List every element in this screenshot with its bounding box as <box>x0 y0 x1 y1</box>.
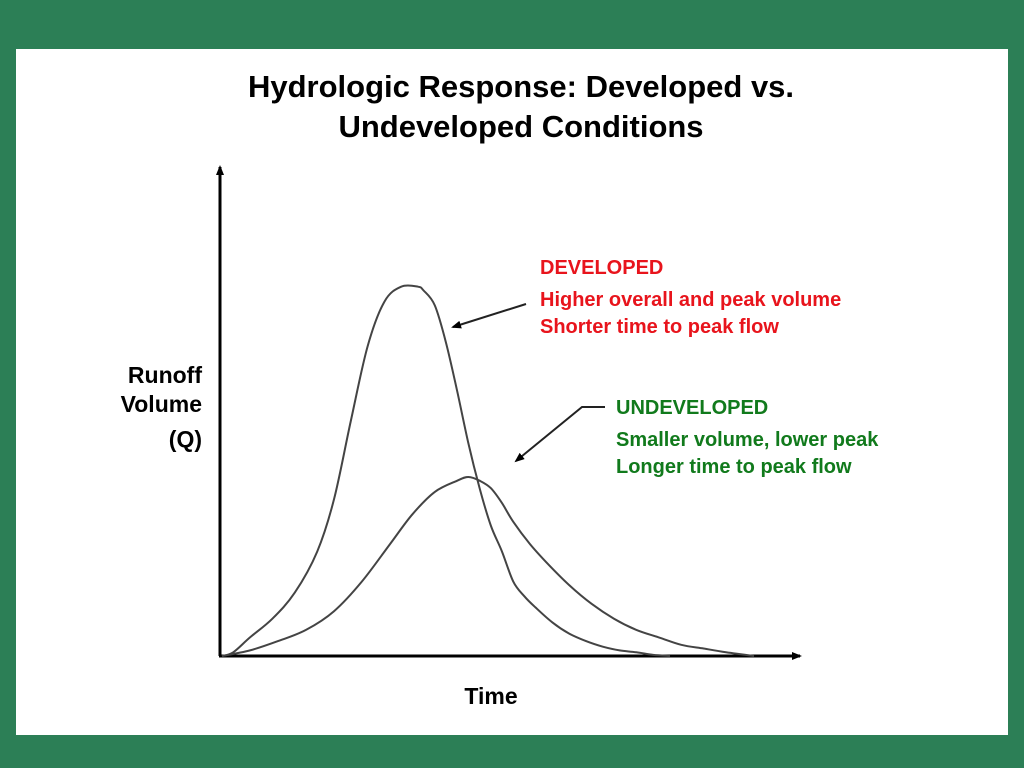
title-line-1: Hydrologic Response: Developed vs. <box>247 69 795 104</box>
y-axis-label-line-2: Volume <box>120 391 202 417</box>
slide: Hydrologic Response: Developed vs. Undev… <box>16 49 1008 735</box>
developed-pointer-arrow <box>451 303 527 329</box>
undeveloped-heading: UNDEVELOPED <box>616 397 769 419</box>
x-axis-label: Time <box>464 683 518 709</box>
developed-line-1: Higher overall and peak volume <box>540 289 842 311</box>
developed-annotation: DEVELOPED Higher overall and peak volume… <box>540 255 841 341</box>
y-axis-label-line-1: Runoff <box>127 362 202 388</box>
developed-heading: DEVELOPED <box>540 257 664 279</box>
undeveloped-line-2: Longer time to peak flow <box>616 456 852 478</box>
series-layer <box>221 284 755 657</box>
hydrograph-plot <box>216 165 802 660</box>
undeveloped-curve <box>221 475 755 657</box>
title-line-2: Undeveloped Conditions <box>338 109 704 144</box>
developed-curve <box>221 284 671 657</box>
undeveloped-line-1: Smaller volume, lower peak <box>616 429 879 451</box>
undeveloped-pointer-arrow <box>514 406 605 463</box>
chart-title: Hydrologic Response: Developed vs. Undev… <box>116 67 926 147</box>
y-axis-label: Runoff Volume (Q) <box>82 361 202 454</box>
undeveloped-annotation: UNDEVELOPED Smaller volume, lower peak L… <box>616 395 878 481</box>
y-axis-unit: (Q) <box>168 426 202 452</box>
developed-line-2: Shorter time to peak flow <box>540 316 779 338</box>
